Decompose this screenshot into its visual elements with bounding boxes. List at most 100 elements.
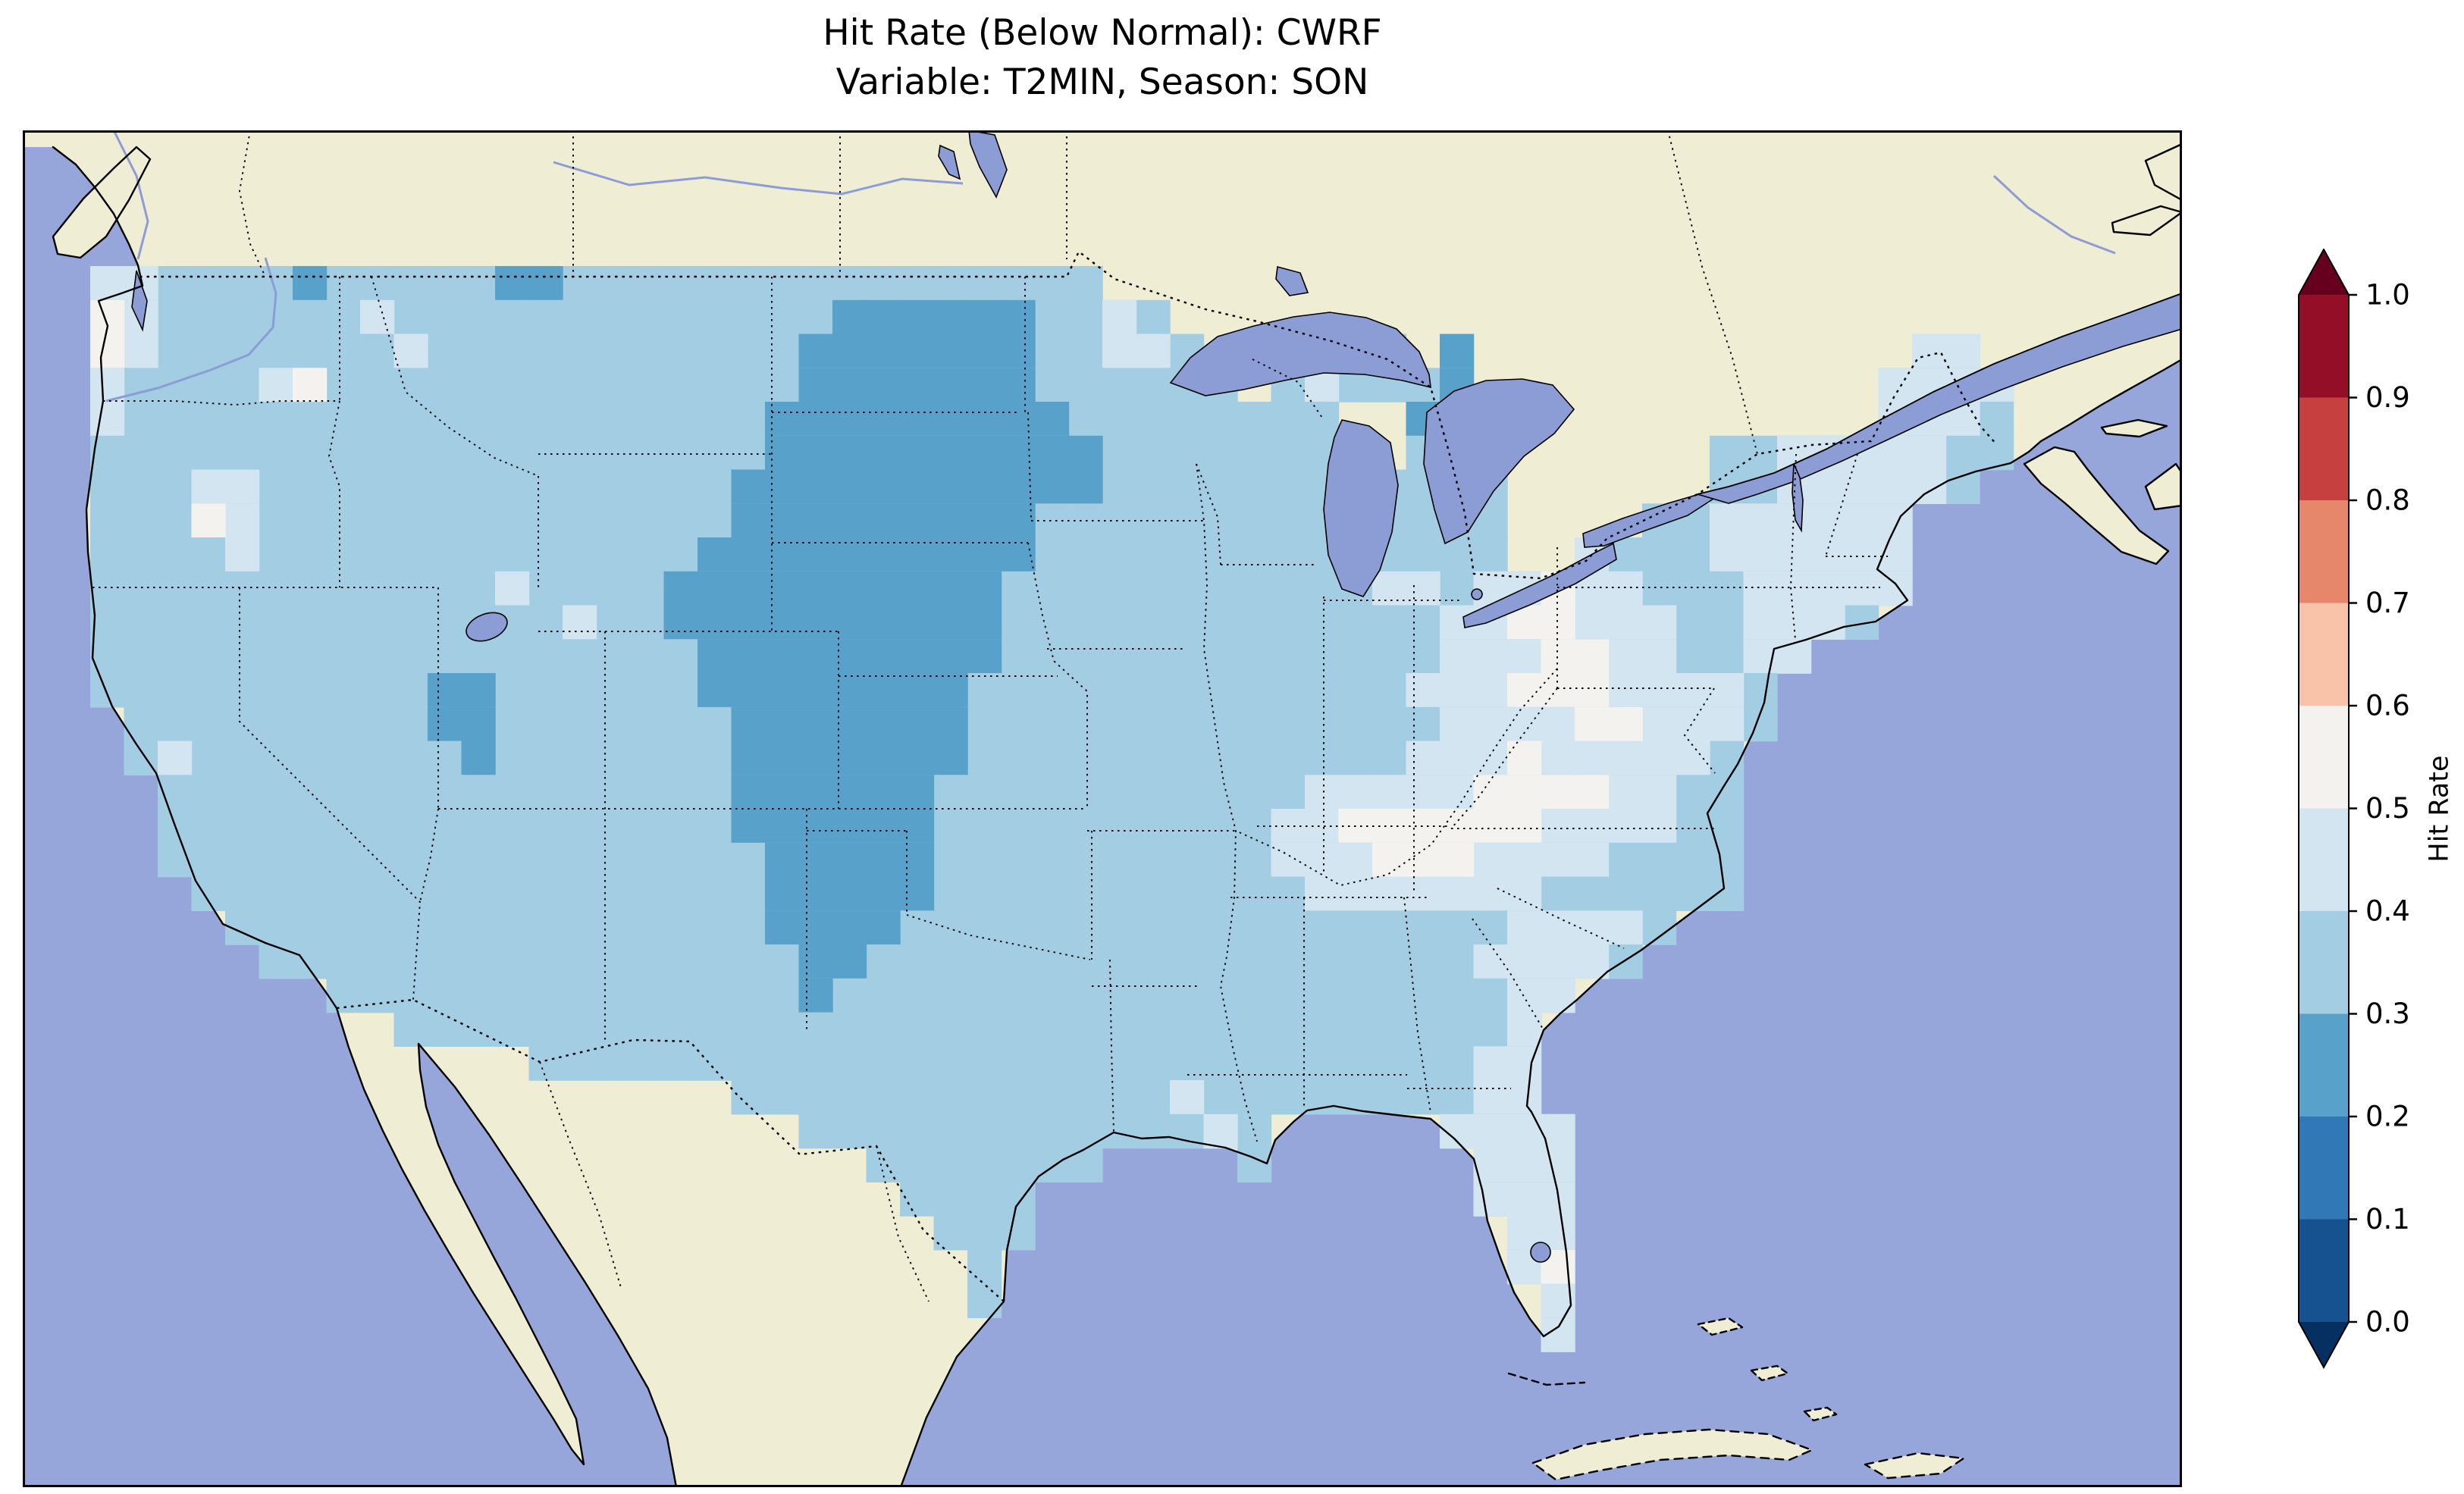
- grid-cell: [428, 469, 462, 504]
- grid-cell: [259, 944, 293, 979]
- grid-cell: [866, 402, 901, 437]
- grid-cell: [1102, 571, 1137, 606]
- grid-cell: [1271, 1012, 1306, 1047]
- grid-cell: [326, 571, 361, 606]
- colorbar-tick-label: 0.1: [2365, 1203, 2410, 1236]
- cape-breton: [2146, 464, 2182, 509]
- grid-cell: [393, 673, 428, 708]
- grid-cell: [191, 469, 226, 504]
- grid-cell: [1980, 402, 2014, 437]
- grid-cell: [191, 706, 226, 742]
- grid-cell: [663, 639, 698, 674]
- grid-cell: [832, 978, 867, 1013]
- grid-cell: [1001, 876, 1036, 911]
- grid-cell: [528, 605, 563, 640]
- grid-cell: [158, 741, 193, 775]
- grid-cell: [1541, 741, 1575, 775]
- grid-cell: [1608, 944, 1643, 979]
- grid-cell: [1305, 809, 1340, 844]
- grid-cell: [596, 673, 631, 708]
- grid-cell: [225, 571, 260, 606]
- grid-cell: [630, 571, 665, 606]
- grid-cell: [1777, 639, 1812, 674]
- grid-cell: [428, 368, 462, 402]
- grid-cell: [124, 469, 158, 504]
- grid-cell: [1440, 334, 1475, 368]
- grid-cell: [1372, 639, 1407, 674]
- grid-cell: [596, 741, 631, 775]
- grid-cell: [1710, 741, 1745, 775]
- grid-cell: [663, 469, 698, 504]
- lake-michigan: [1323, 419, 1399, 597]
- grid-cell: [225, 842, 260, 878]
- grid-cell: [1001, 842, 1036, 878]
- grid-cell: [1473, 537, 1508, 572]
- grid-cell: [967, 1182, 1002, 1217]
- grid-cell: [1575, 706, 1610, 742]
- grid-cell: [1170, 910, 1205, 945]
- grid-cell: [225, 775, 260, 810]
- grid-cell: [765, 299, 800, 335]
- grid-cell: [698, 673, 732, 708]
- grid-cell: [563, 266, 597, 301]
- grid-cell: [528, 978, 563, 1013]
- anticosti-island: [2112, 206, 2182, 235]
- grid-cell: [1068, 435, 1103, 471]
- grid-cell: [1102, 673, 1137, 708]
- grid-cell: [461, 1012, 496, 1047]
- grid-cell: [1642, 775, 1677, 810]
- grid-cell: [1102, 368, 1137, 402]
- grid-cell: [393, 1012, 428, 1047]
- grid-cell: [967, 435, 1002, 471]
- grid-cell: [360, 334, 395, 368]
- grid-cell: [1440, 639, 1475, 674]
- grid-cell: [698, 1046, 732, 1081]
- grid-cell: [1237, 876, 1272, 911]
- grid-cell: [1845, 571, 1879, 606]
- grid-cell: [866, 673, 901, 708]
- grid-cell: [1440, 876, 1475, 911]
- grid-cell: [461, 910, 496, 945]
- grid-cell: [293, 910, 328, 945]
- pei-outline: [2100, 418, 2168, 438]
- grid-cell: [1305, 741, 1340, 775]
- grid-cell: [1203, 876, 1238, 911]
- grid-cell: [900, 1148, 935, 1182]
- grid-cell: [1743, 673, 1778, 708]
- grid-cell: [731, 334, 766, 368]
- grid-cell: [1203, 1080, 1238, 1115]
- grid-cell: [1473, 910, 1508, 945]
- grid-cell: [1507, 741, 1542, 775]
- grid-cell: [1406, 741, 1440, 775]
- colorbar-band: [2299, 295, 2349, 398]
- grid-cell: [1440, 741, 1475, 775]
- grid-cell: [1136, 910, 1171, 945]
- grid-cell: [1338, 1012, 1373, 1047]
- grid-cell: [1440, 910, 1475, 945]
- grid-cell: [765, 775, 800, 810]
- grid-cell: [1642, 842, 1677, 878]
- newfoundland: [2146, 144, 2182, 200]
- grid-cell: [798, 334, 833, 368]
- grid-cell: [1575, 639, 1610, 674]
- grid-cell: [1575, 876, 1610, 911]
- grid-cell: [798, 605, 833, 640]
- grid-cell: [1372, 809, 1407, 844]
- grid-cell: [1642, 809, 1677, 844]
- grid-cell: [596, 978, 631, 1013]
- grid-cell: [461, 842, 496, 878]
- colorbar-canvas: 1.0 0.9 0.8 0.7 0.6 0.5 0.4 0.3 0.2 0.1 0.0: [2298, 249, 2410, 1369]
- grid-cell: [765, 334, 800, 368]
- grid-cell: [461, 944, 496, 979]
- colorbar-tick-label: 0.6: [2365, 690, 2410, 722]
- grid-cell: [933, 537, 968, 572]
- grid-cell: [698, 571, 732, 606]
- lake-ontario: [1582, 492, 1715, 548]
- grid-cell: [1406, 673, 1440, 708]
- grid-cell: [900, 639, 935, 674]
- grid-cell: [1642, 605, 1677, 640]
- grid-cell: [1507, 876, 1542, 911]
- grid-cell: [428, 775, 462, 810]
- grid-cell: [1945, 435, 1980, 471]
- grid-cell: [1676, 809, 1710, 844]
